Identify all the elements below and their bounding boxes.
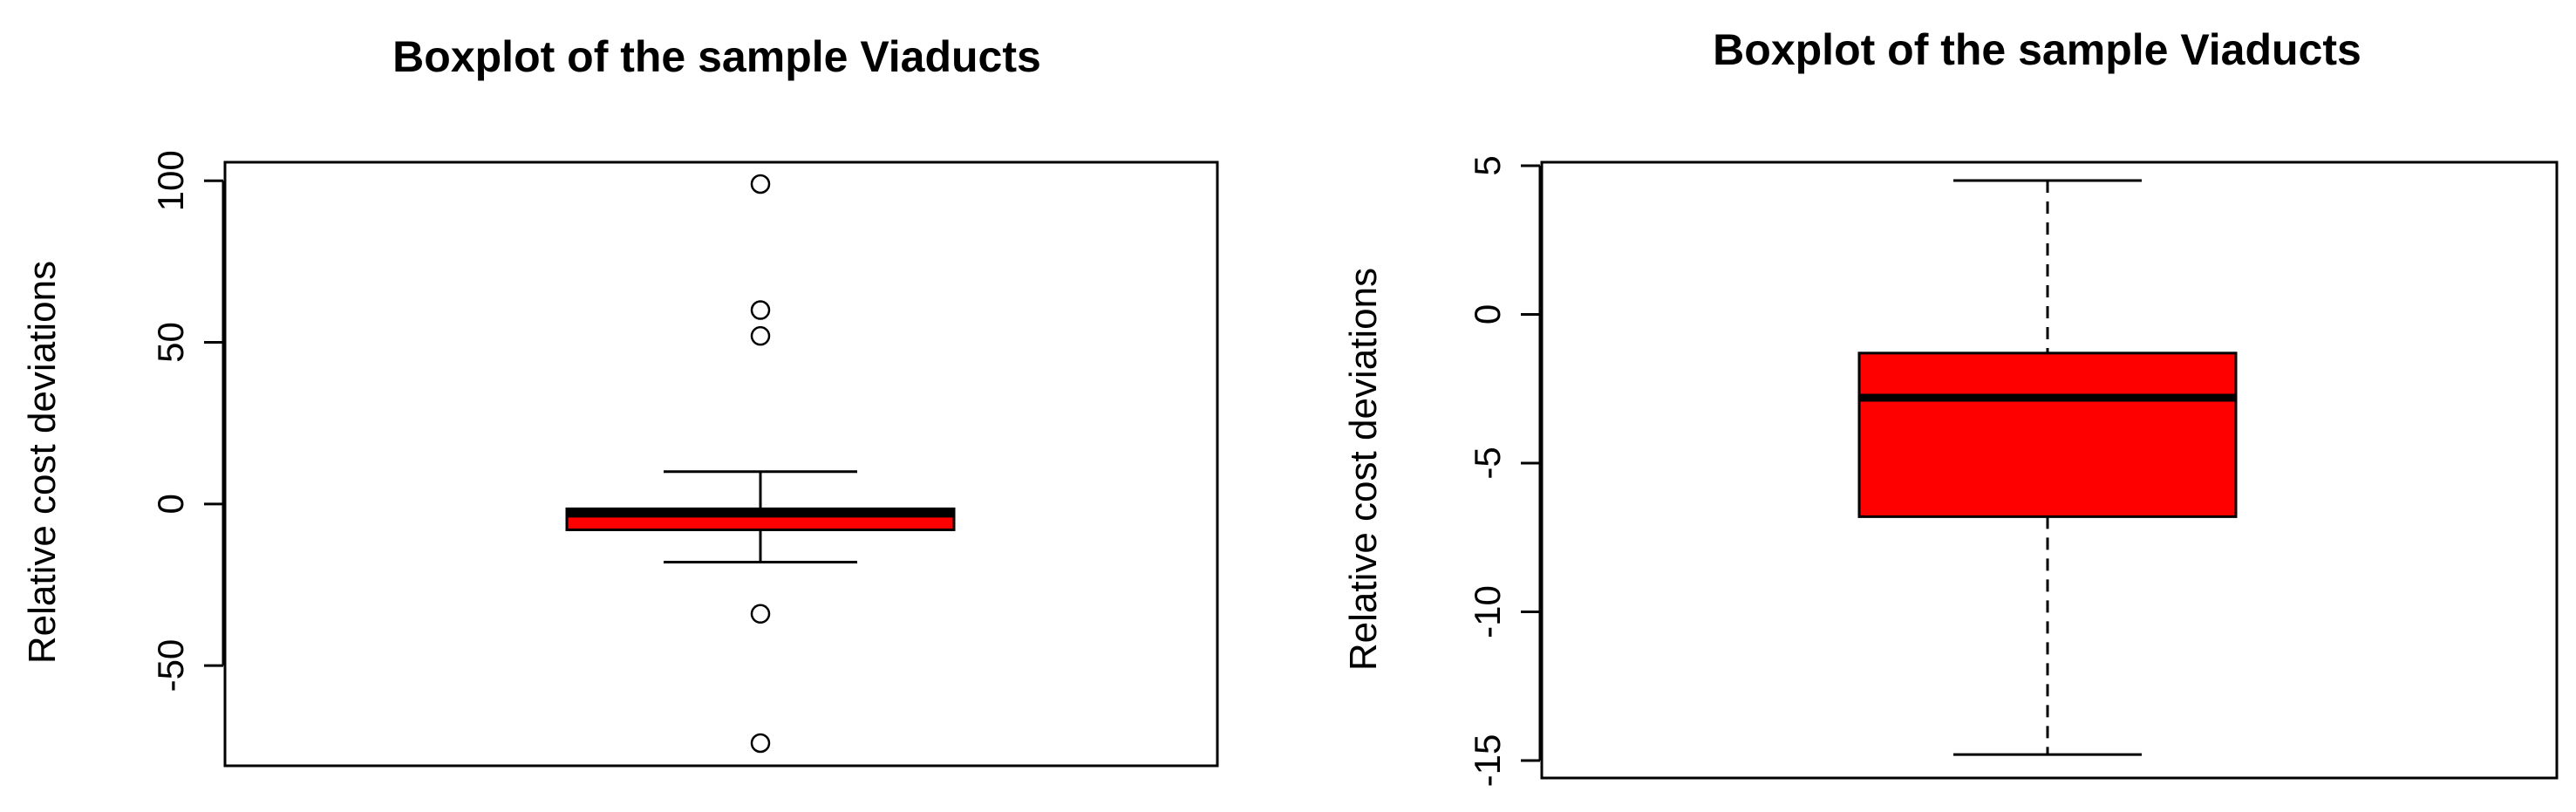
right-y-tick-label: -15 (1467, 734, 1508, 788)
left-y-tick-label: 0 (150, 494, 191, 514)
left-outlier-point (750, 604, 771, 624)
left-outlier-point (750, 733, 771, 754)
right-y-tick-label: 0 (1467, 304, 1508, 324)
left-outlier-point (750, 300, 771, 320)
right-y-tick-label: -10 (1467, 585, 1508, 638)
right-box-marks (1857, 179, 2238, 756)
left-box-marks (565, 174, 956, 754)
left-y-tick-label: 50 (150, 322, 191, 363)
right-boxplot-chart: Boxplot of the sample Viaducts Relative … (1342, 25, 2559, 788)
right-chart-ylabel: Relative cost deviations (1342, 268, 1385, 671)
left-chart-ylabel: Relative cost deviations (21, 261, 64, 664)
right-plot-frame (1540, 160, 2559, 780)
left-outlier-point (750, 174, 771, 194)
right-y-tick-label: -5 (1467, 447, 1508, 479)
left-outlier-point (750, 325, 771, 346)
left-y-tick-label: -50 (150, 639, 191, 693)
left-y-axis: 100 50 0 -50 (150, 150, 225, 693)
right-box (1857, 351, 2238, 518)
right-y-axis: 5 0 -5 -10 -15 (1467, 155, 1542, 788)
left-chart-title: Boxplot of the sample Viaducts (392, 32, 1041, 81)
right-chart-title: Boxplot of the sample Viaducts (1713, 25, 2361, 74)
left-y-tick-label: 100 (150, 150, 191, 211)
left-boxplot-chart: Boxplot of the sample Viaducts Relative … (21, 32, 1219, 768)
right-y-tick-label: 5 (1467, 155, 1508, 175)
left-plot-frame (223, 160, 1219, 768)
